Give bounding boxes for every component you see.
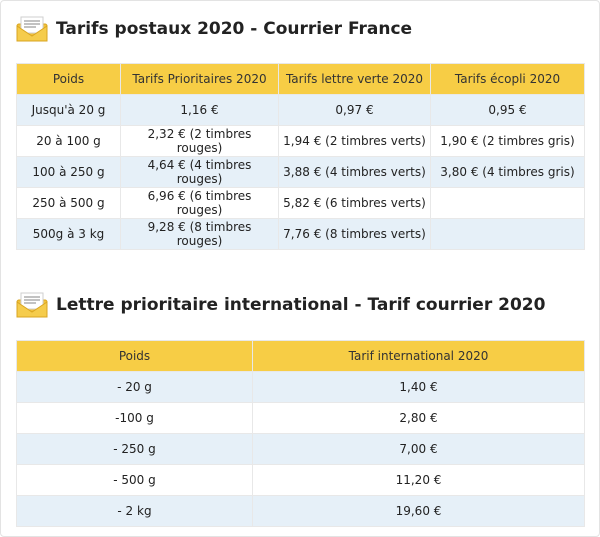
header-ecopli: Tarifs écopli 2020	[430, 63, 585, 95]
cell-poids: 250 à 500 g	[16, 187, 121, 219]
cell-lettre-verte: 7,76 € (8 timbres verts)	[278, 218, 431, 250]
cell-prioritaire: 9,28 € (8 timbres rouges)	[120, 218, 279, 250]
cell-poids: - 250 g	[16, 433, 253, 465]
cell-tarif: 7,00 €	[252, 433, 585, 465]
tarifs-france-table: Poids Tarifs Prioritaires 2020 Tarifs le…	[16, 63, 585, 250]
cell-ecopli	[430, 187, 585, 219]
table-row: - 2 kg 19,60 €	[16, 495, 585, 527]
header-poids: Poids	[16, 63, 121, 95]
cell-poids: - 20 g	[16, 371, 253, 403]
header-poids: Poids	[16, 340, 253, 372]
cell-tarif: 11,20 €	[252, 464, 585, 496]
table-row: -100 g 2,80 €	[16, 402, 585, 434]
cell-tarif: 19,60 €	[252, 495, 585, 527]
cell-prioritaire: 4,64 € (4 timbres rouges)	[120, 156, 279, 188]
cell-prioritaire: 1,16 €	[120, 94, 279, 126]
section-2-heading: Lettre prioritaire international - Tarif…	[16, 292, 545, 318]
cell-ecopli: 3,80 € (4 timbres gris)	[430, 156, 585, 188]
envelope-icon	[16, 292, 48, 318]
cell-tarif: 2,80 €	[252, 402, 585, 434]
section-2-title: Lettre prioritaire international - Tarif…	[56, 295, 546, 315]
envelope-icon	[16, 16, 48, 42]
cell-poids: Jusqu'à 20 g	[16, 94, 121, 126]
cell-poids: -100 g	[16, 402, 253, 434]
table-row: - 20 g 1,40 €	[16, 371, 585, 403]
section-1-heading: Tarifs postaux 2020 - Courrier France	[16, 16, 412, 42]
cell-prioritaire: 2,32 € (2 timbres rouges)	[120, 125, 279, 157]
tarifs-international-table: Poids Tarif international 2020 - 20 g 1,…	[16, 340, 585, 527]
table-row: - 250 g 7,00 €	[16, 433, 585, 465]
cell-tarif: 1,40 €	[252, 371, 585, 403]
cell-ecopli: 1,90 € (2 timbres gris)	[430, 125, 585, 157]
table-row: 250 à 500 g 6,96 € (6 timbres rouges) 5,…	[16, 187, 585, 219]
header-prioritaires: Tarifs Prioritaires 2020	[120, 63, 279, 95]
header-tarif-international: Tarif international 2020	[252, 340, 585, 372]
cell-lettre-verte: 1,94 € (2 timbres verts)	[278, 125, 431, 157]
section-1-title: Tarifs postaux 2020 - Courrier France	[56, 19, 413, 39]
cell-ecopli: 0,95 €	[430, 94, 585, 126]
header-lettre-verte: Tarifs lettre verte 2020	[278, 63, 431, 95]
cell-lettre-verte: 5,82 € (6 timbres verts)	[278, 187, 431, 219]
table-row: - 500 g 11,20 €	[16, 464, 585, 496]
cell-poids: 20 à 100 g	[16, 125, 121, 157]
cell-lettre-verte: 0,97 €	[278, 94, 431, 126]
table-row: 500g à 3 kg 9,28 € (8 timbres rouges) 7,…	[16, 218, 585, 250]
table-row: Jusqu'à 20 g 1,16 € 0,97 € 0,95 €	[16, 94, 585, 126]
table-row: 20 à 100 g 2,32 € (2 timbres rouges) 1,9…	[16, 125, 585, 157]
cell-poids: 100 à 250 g	[16, 156, 121, 188]
table-header-row: Poids Tarif international 2020	[16, 340, 585, 372]
cell-poids: 500g à 3 kg	[16, 218, 121, 250]
cell-prioritaire: 6,96 € (6 timbres rouges)	[120, 187, 279, 219]
table-header-row: Poids Tarifs Prioritaires 2020 Tarifs le…	[16, 63, 585, 95]
cell-lettre-verte: 3,88 € (4 timbres verts)	[278, 156, 431, 188]
table-row: 100 à 250 g 4,64 € (4 timbres rouges) 3,…	[16, 156, 585, 188]
cell-ecopli	[430, 218, 585, 250]
cell-poids: - 500 g	[16, 464, 253, 496]
cell-poids: - 2 kg	[16, 495, 253, 527]
